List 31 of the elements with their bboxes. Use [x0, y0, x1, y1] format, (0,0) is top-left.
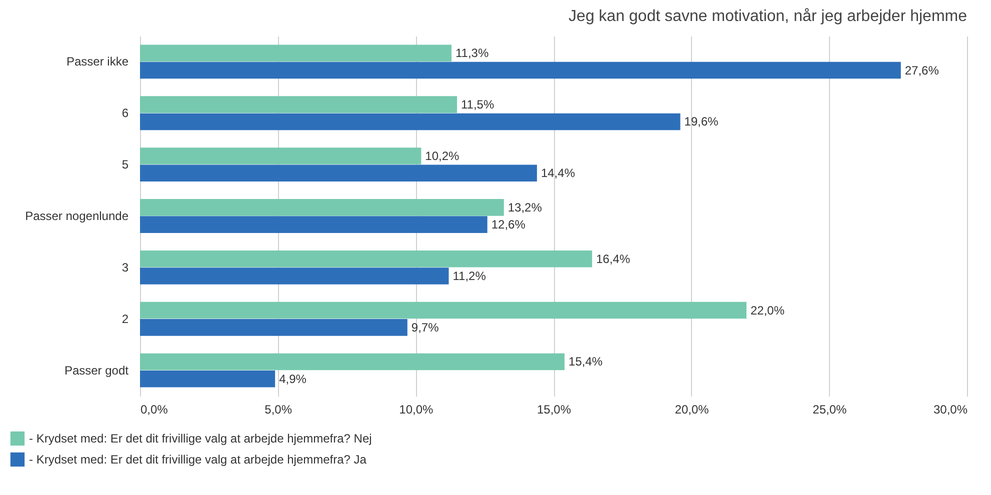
data-label: 12,6%: [491, 218, 526, 232]
data-label: 19,6%: [684, 114, 719, 129]
y-tick-label: 3: [122, 260, 129, 274]
legend-label: - Krydset med: Er det dit frivillige valg at arbejde hjemmefra? Ja: [29, 452, 367, 466]
y-tick-label: 2: [122, 312, 129, 326]
x-tick-label: 10,0%: [399, 402, 434, 416]
data-label: 27,6%: [904, 63, 940, 78]
data-label: 4,9%: [279, 372, 307, 386]
data-label: 11,5%: [461, 98, 494, 112]
x-tick-label: 25,0%: [812, 402, 848, 416]
data-label: 22,0%: [750, 303, 785, 318]
chart-title: Jeg kan godt savne motivation, når jeg arbejder hjemme: [568, 8, 968, 25]
data-label: 9,7%: [411, 320, 440, 334]
legend-label: - Krydset med: Er det dit frivillige valg at arbejde hjemmefra? Nej: [29, 432, 372, 446]
data-label: 11,3%: [456, 46, 489, 60]
y-tick-label: 5: [122, 158, 129, 172]
data-label: 14,4%: [540, 166, 576, 180]
y-tick-label: Passer ikke: [66, 54, 129, 69]
data-label: 11,2%: [452, 269, 486, 283]
y-tick-label: 6: [122, 106, 129, 120]
x-tick-label: 0,0%: [140, 402, 168, 416]
data-label: 10,2%: [425, 149, 460, 163]
data-label: 16,4%: [596, 252, 630, 266]
data-label: 13,2%: [508, 200, 542, 214]
x-tick-label: 30,0%: [933, 402, 968, 416]
y-tick-label: Passer nogenlunde: [25, 209, 129, 223]
x-tick-label: 15,0%: [536, 402, 572, 416]
x-tick-label: 5,0%: [264, 402, 292, 416]
data-label: 15,4%: [568, 354, 603, 369]
y-tick-label: Passer godt: [64, 363, 130, 378]
x-tick-label: 20,0%: [674, 402, 710, 416]
